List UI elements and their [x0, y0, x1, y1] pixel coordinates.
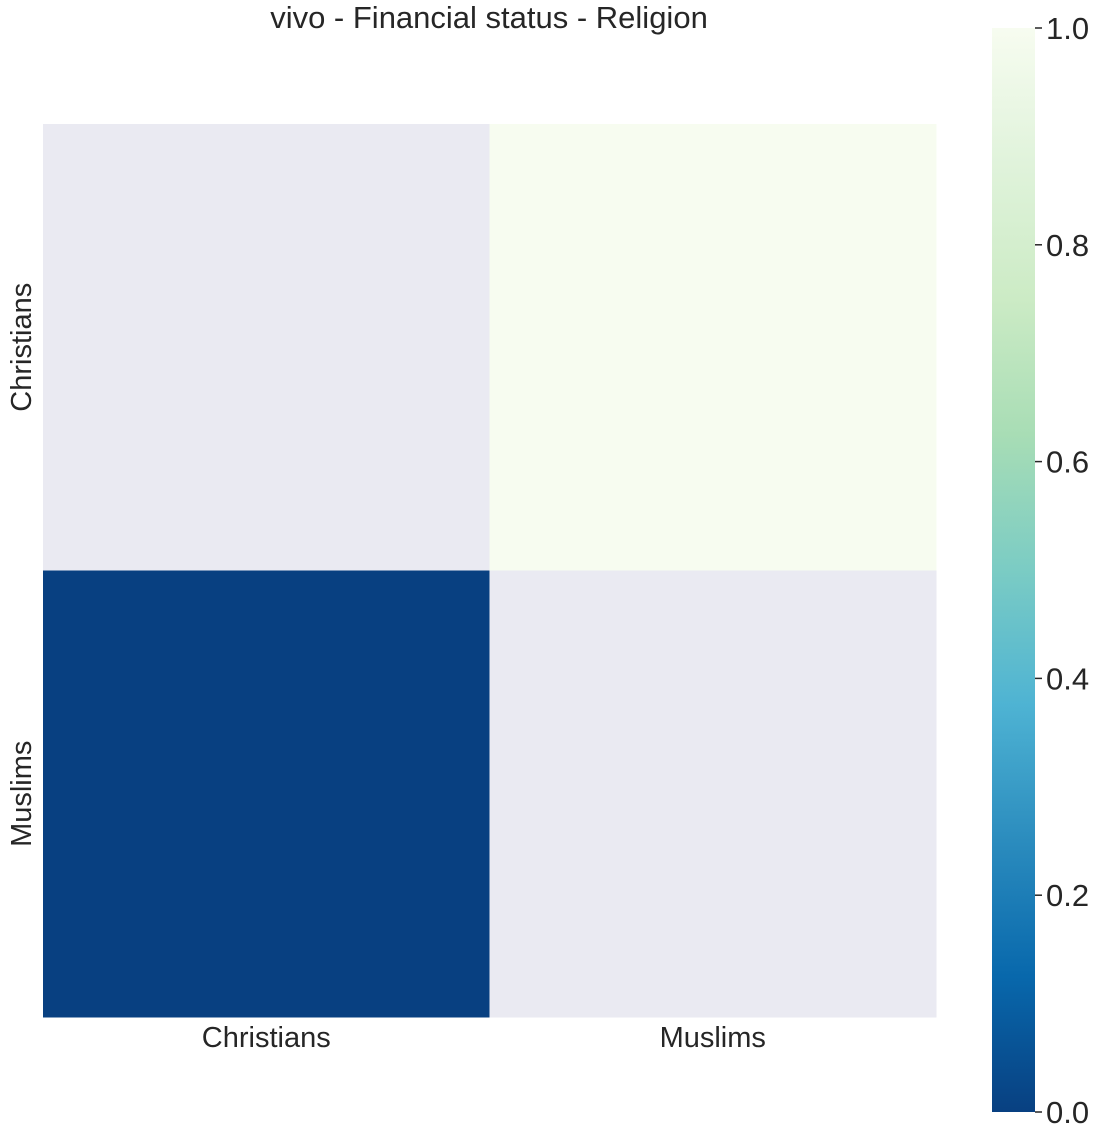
colorbar-tick-label: 0.8 — [1046, 228, 1089, 263]
colorbar-tick-label: 1.0 — [1046, 11, 1089, 46]
heatmap-cell-muslims-muslims — [489, 570, 937, 1018]
colorbar-tick-label: 0.4 — [1046, 661, 1089, 696]
y-tick-label: Christians — [6, 283, 38, 412]
y-tick-label: Muslims — [6, 741, 38, 847]
x-tick-label: Muslims — [660, 1022, 766, 1054]
x-tick-label: Christians — [202, 1022, 331, 1054]
heatmap-cell-christians-muslims — [489, 124, 937, 571]
chart-title: vivo - Financial status - Religion — [270, 0, 708, 35]
heatmap-cell-muslims-christians — [43, 570, 490, 1018]
colorbar-ticks: 0.0 0.2 0.4 0.6 0.8 1.0 — [1035, 11, 1089, 1130]
y-tick-labels: Christians Muslims — [6, 283, 38, 847]
colorbar-tick-label: 0.6 — [1046, 445, 1089, 480]
x-tick-labels: Christians Muslims — [202, 1022, 766, 1054]
colorbar — [992, 28, 1035, 1112]
heatmap-cells — [43, 124, 937, 1018]
colorbar-tick-label: 0.2 — [1046, 878, 1089, 913]
heatmap-cell-christians-christians — [43, 124, 490, 571]
colorbar-tick-label: 0.0 — [1046, 1095, 1089, 1130]
